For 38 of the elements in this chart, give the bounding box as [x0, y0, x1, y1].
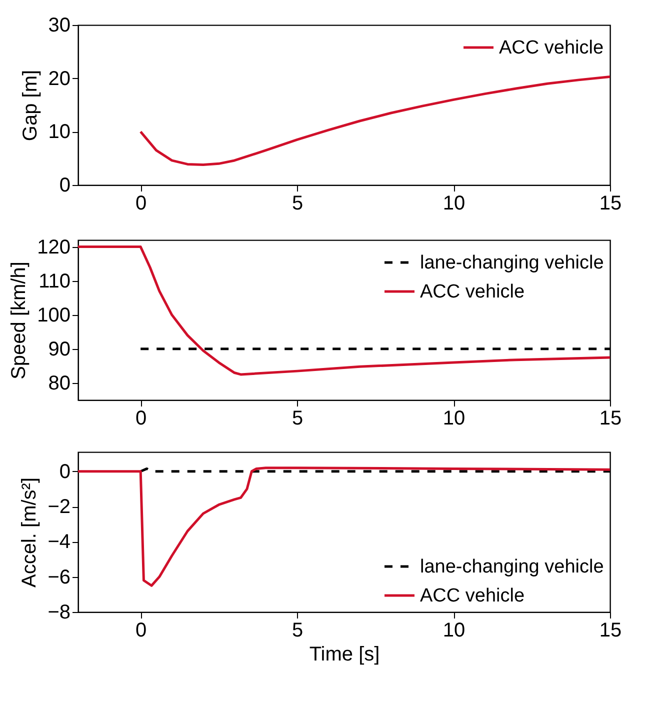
y-tick-label: −6 — [48, 566, 70, 588]
y-axis-title: Accel. [m/s²] — [18, 477, 41, 588]
y-axis-title: Speed [km/h] — [8, 262, 30, 380]
y-tick-label: 110 — [38, 270, 70, 292]
legend-label: lane-changing vehicle — [420, 556, 604, 578]
x-tick-label: 10 — [442, 408, 466, 430]
y-axis-title: Gap [m] — [19, 70, 42, 142]
x-tick-label: 15 — [599, 408, 622, 430]
legend-label: ACC vehicle — [420, 282, 525, 302]
x-axis-title: Time [s] — [309, 644, 380, 666]
line-series — [139, 75, 610, 166]
y-tick-label: 120 — [37, 236, 70, 258]
y-tick-label: 30 — [48, 14, 70, 36]
x-tick-label: 5 — [292, 620, 304, 642]
y-tick-label: 80 — [48, 372, 70, 394]
x-tick-label: 15 — [599, 620, 622, 642]
y-tick-label: 0 — [59, 174, 70, 196]
x-tick-label: 15 — [599, 192, 622, 214]
y-tick-label: −4 — [48, 531, 70, 554]
x-tick-label: 5 — [292, 408, 304, 430]
y-tick-label: −8 — [48, 602, 70, 624]
y-tick-label: 10 — [48, 121, 70, 144]
y-tick-label: 100 — [37, 304, 70, 326]
x-tick-label: 10 — [442, 192, 466, 214]
legend-label: lane-changing vehicle — [420, 252, 604, 274]
y-tick-label: 20 — [48, 68, 70, 90]
legend-label: ACC vehicle — [499, 38, 604, 58]
legend-label: ACC vehicle — [420, 586, 525, 606]
y-tick-label: 0 — [59, 460, 70, 483]
line-series — [78, 246, 610, 376]
y-tick-label: −2 — [48, 496, 70, 518]
x-tick-label: 10 — [442, 620, 466, 642]
x-tick-label: 0 — [136, 192, 147, 214]
x-tick-label: 5 — [292, 192, 304, 214]
y-tick-label: 90 — [48, 338, 70, 360]
x-tick-label: 0 — [136, 408, 147, 430]
line-series — [78, 466, 610, 587]
x-tick-label: 0 — [136, 620, 147, 642]
